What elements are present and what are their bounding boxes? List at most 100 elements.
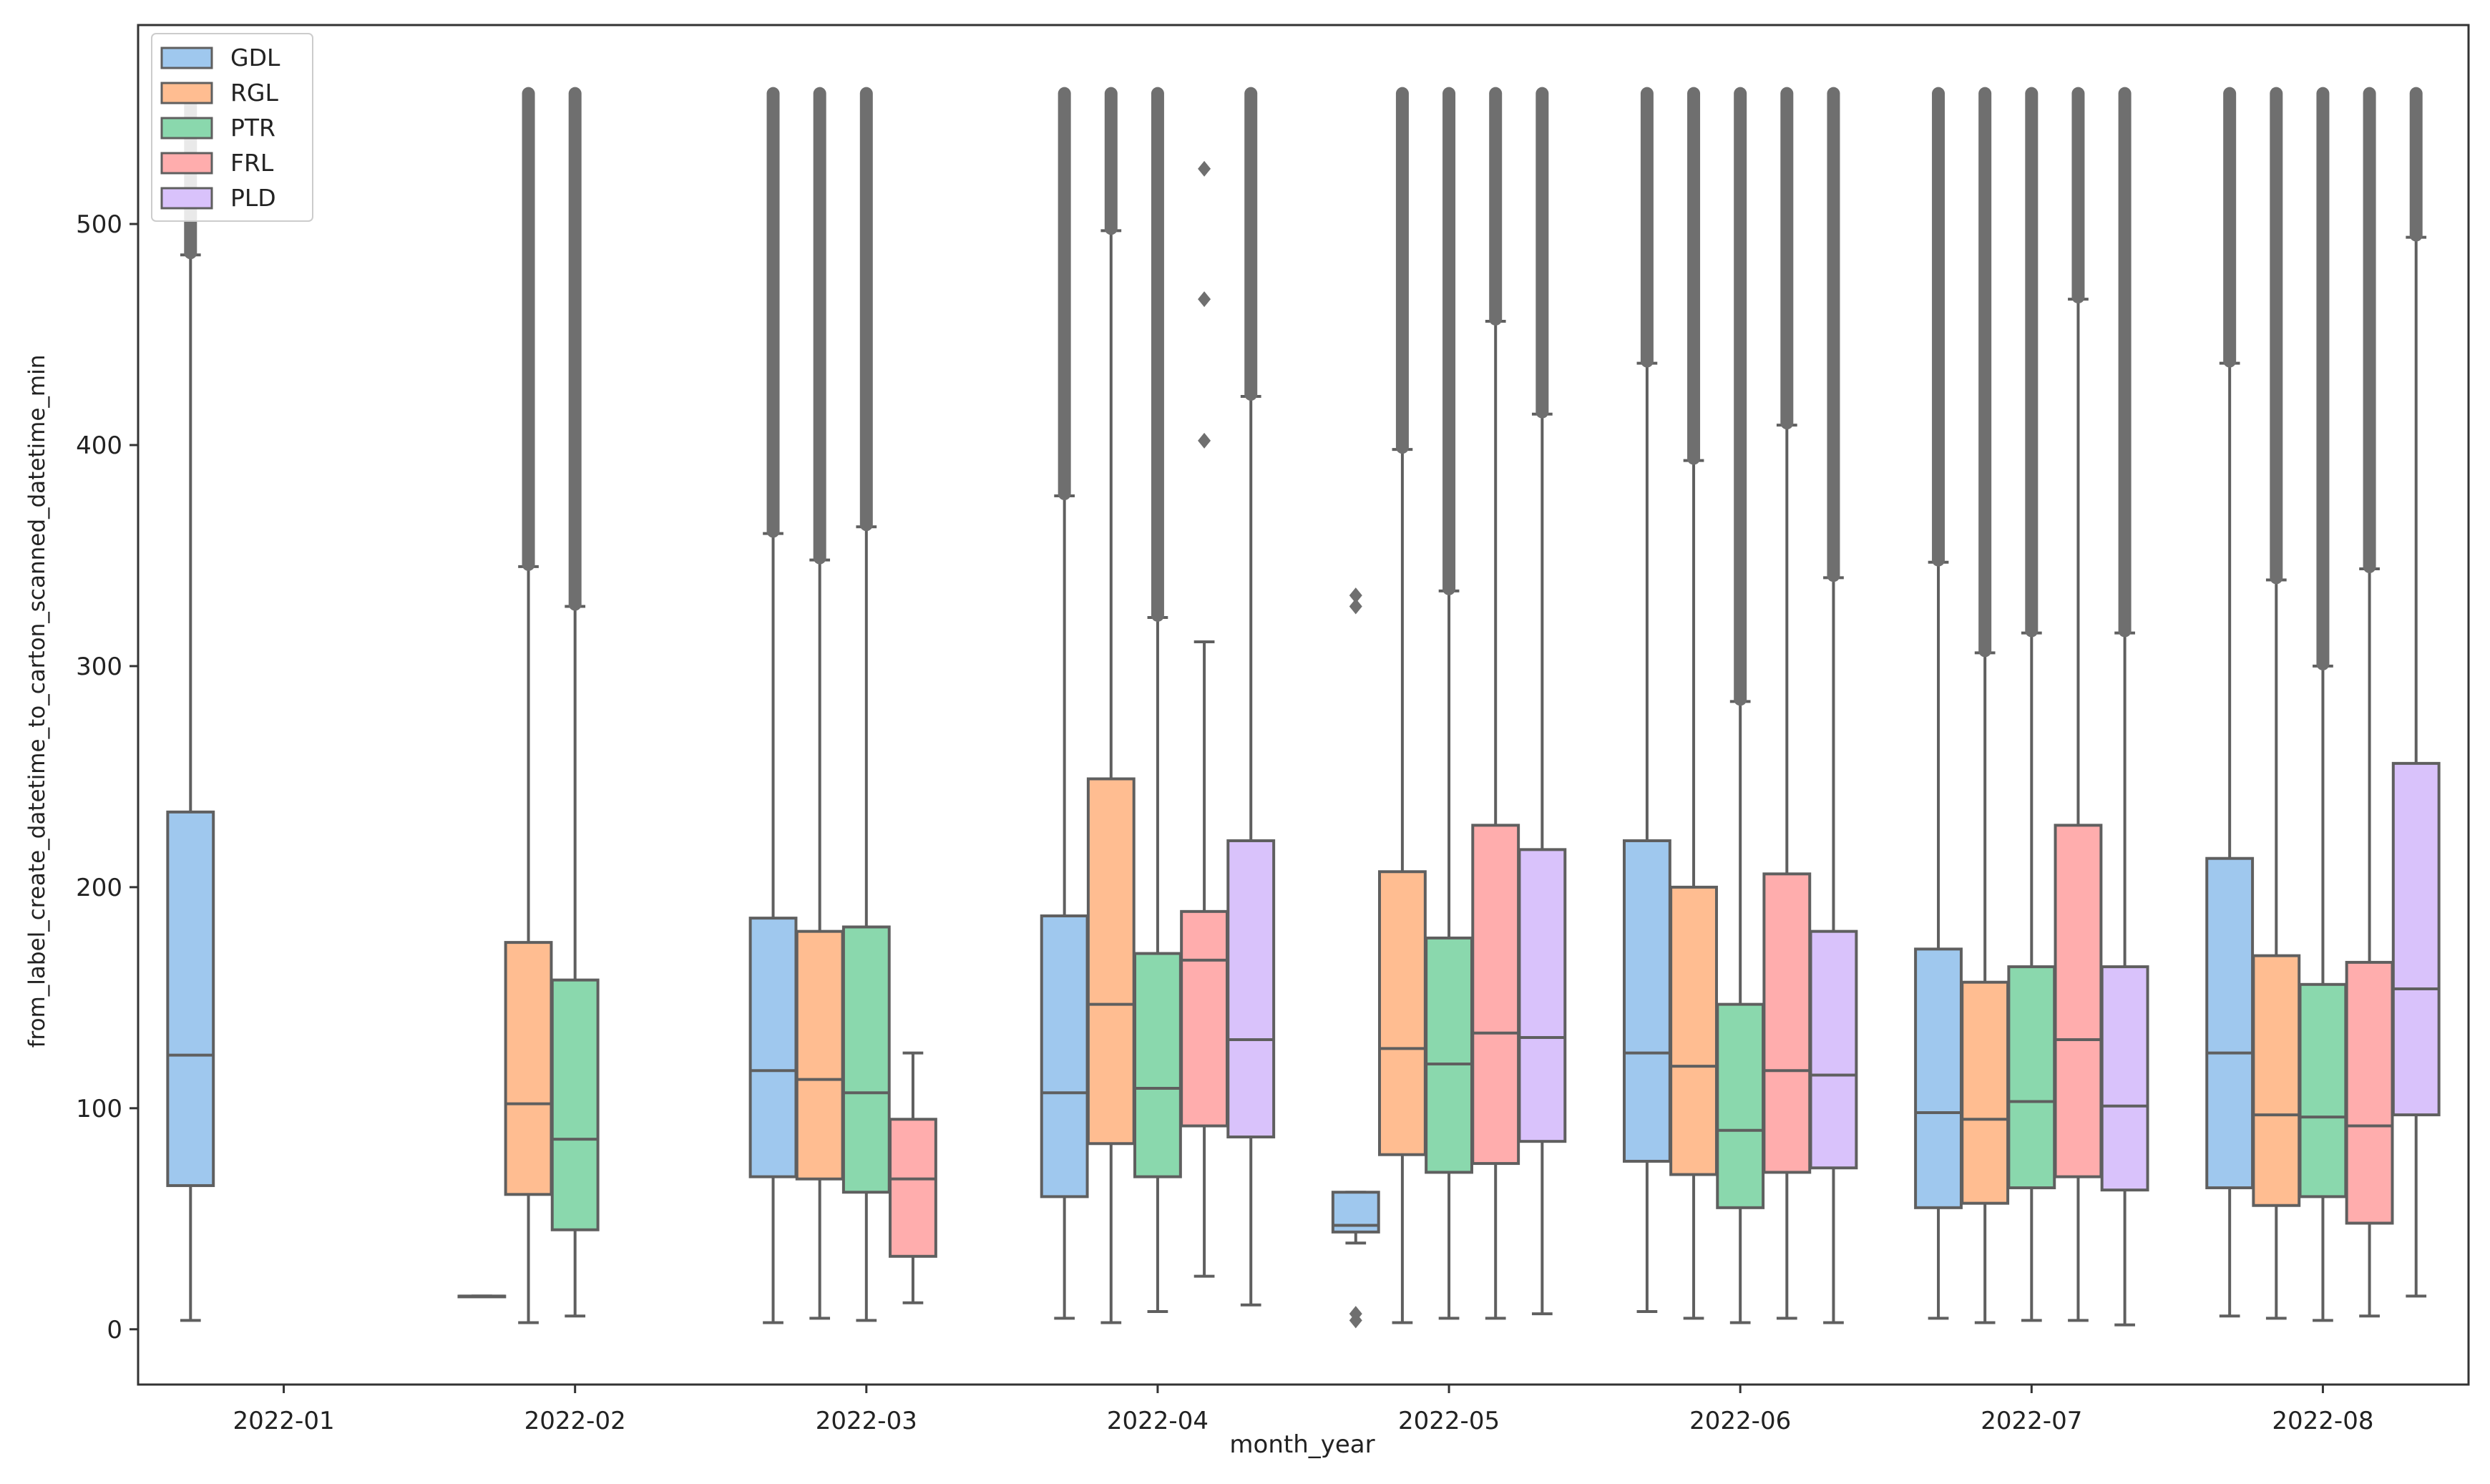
- y-axis-label: from_label_create_datetime_to_carton_sca…: [24, 355, 50, 1048]
- legend-swatch-rgl: [160, 82, 213, 104]
- box-body: [841, 925, 891, 1194]
- box-body: [1961, 980, 2010, 1205]
- legend-label-frl: FRL: [230, 149, 274, 177]
- y-tick-label: 200: [76, 874, 122, 902]
- legend-swatch-frl: [160, 152, 213, 175]
- legend: GDL RGL PTR FRL PLD: [151, 33, 313, 222]
- box-body: [2007, 965, 2056, 1190]
- outlier-point: [1198, 291, 1211, 308]
- box-rgl-2022-08: [2252, 87, 2301, 1320]
- box-gdl-2022-05: [1331, 587, 1380, 1329]
- legend-swatch-pld: [160, 187, 213, 210]
- box-rgl-2022-06: [1669, 87, 1718, 1320]
- x-axis-label: month_year: [1229, 1430, 1375, 1459]
- outlier-point: [1349, 598, 1362, 615]
- x-tick-label: 2022-08: [2272, 1407, 2373, 1435]
- y-tick-label: 0: [107, 1316, 122, 1344]
- box-frl-2022-05: [1471, 87, 1520, 1320]
- outlier-band: [1687, 87, 1701, 465]
- box-body: [1716, 1002, 1765, 1209]
- outlier-band: [1104, 87, 1118, 235]
- box-body: [2345, 960, 2394, 1225]
- box-body: [550, 978, 600, 1231]
- legend-label-ptr: PTR: [230, 114, 275, 142]
- x-tick-label: 2022-01: [233, 1407, 335, 1435]
- outlier-band: [2363, 87, 2376, 574]
- box-body: [2298, 982, 2348, 1199]
- box-frl-2022-06: [1762, 87, 1812, 1320]
- box-body: [2391, 761, 2441, 1117]
- box-frl-2022-03: [889, 1051, 937, 1304]
- x-tick-label: 2022-02: [524, 1407, 626, 1435]
- outlier-band: [859, 87, 873, 532]
- box-rgl-2022-07: [1961, 87, 2010, 1324]
- box-pld-2022-07: [2100, 87, 2149, 1327]
- x-tick-label: 2022-04: [1107, 1407, 1209, 1435]
- outlier-band: [1244, 87, 1258, 401]
- outlier-band: [2025, 87, 2039, 638]
- outlier-band: [1827, 87, 1840, 582]
- outlier-band: [568, 87, 582, 611]
- legend-label-gdl: GDL: [230, 44, 280, 72]
- box-body: [504, 941, 553, 1196]
- x-tick-label: 2022-05: [1398, 1407, 1500, 1435]
- box-ptr-2022-02: [550, 87, 600, 1318]
- outlier-band: [2071, 87, 2085, 304]
- legend-label-pld: PLD: [230, 184, 276, 212]
- box-body: [166, 810, 215, 1187]
- box-body: [1226, 839, 1276, 1138]
- box-rgl-2022-05: [1378, 87, 1427, 1324]
- box-body: [1086, 777, 1136, 1146]
- legend-swatch-ptr: [160, 117, 213, 140]
- outlier-point: [1198, 160, 1211, 177]
- outlier-band: [2316, 87, 2330, 670]
- outlier-band: [1395, 87, 1409, 454]
- outlier-band: [1640, 87, 1654, 368]
- box-body: [2054, 824, 2103, 1178]
- box-body: [795, 929, 844, 1181]
- box-body: [1133, 952, 1182, 1178]
- box-body: [1180, 909, 1229, 1128]
- outlier-band: [766, 87, 780, 538]
- box-gdl-2022-02: [457, 1294, 507, 1299]
- box-body: [1378, 870, 1427, 1156]
- box-body: [1669, 885, 1718, 1176]
- y-tick-label: 300: [76, 653, 122, 681]
- outlier-point: [1349, 587, 1362, 604]
- box-body: [889, 1118, 937, 1258]
- box-gdl-2022-03: [748, 87, 798, 1324]
- box-pld-2022-08: [2391, 87, 2441, 1298]
- x-tick-label: 2022-06: [1689, 1407, 1791, 1435]
- box-pld-2022-06: [1809, 87, 1858, 1324]
- box-frl-2022-07: [2054, 87, 2103, 1322]
- box-body: [1518, 848, 1567, 1143]
- box-body: [2205, 856, 2255, 1190]
- box-frl-2022-04: [1180, 160, 1229, 1278]
- x-tick-label: 2022-07: [1981, 1407, 2082, 1435]
- box-frl-2022-08: [2345, 87, 2394, 1318]
- box-ptr-2022-07: [2007, 87, 2056, 1322]
- y-tick-label: 400: [76, 431, 122, 460]
- box-body: [2100, 965, 2149, 1192]
- box-ptr-2022-06: [1716, 87, 1765, 1324]
- box-pld-2022-04: [1226, 87, 1276, 1307]
- outlier-band: [1536, 87, 1549, 419]
- box-ptr-2022-08: [2298, 87, 2348, 1322]
- x-tick-label: 2022-03: [816, 1407, 917, 1435]
- outlier-band: [2118, 87, 2132, 638]
- y-tick-label: 100: [76, 1095, 122, 1123]
- outlier-band: [2409, 87, 2423, 242]
- box-body: [1809, 929, 1858, 1170]
- box-ptr-2022-05: [1425, 87, 1473, 1320]
- box-gdl-2022-04: [1040, 87, 1089, 1320]
- box-gdl-2022-08: [2205, 87, 2255, 1318]
- outlier-band: [1489, 87, 1503, 326]
- outlier-band: [522, 87, 535, 571]
- y-tick-label: 500: [76, 210, 122, 239]
- box-ptr-2022-03: [841, 87, 891, 1322]
- outlier-band: [1978, 87, 1992, 658]
- outlier-band: [813, 87, 826, 565]
- box-body: [748, 917, 798, 1178]
- box-body: [1622, 839, 1671, 1163]
- outlier-band: [1151, 87, 1164, 622]
